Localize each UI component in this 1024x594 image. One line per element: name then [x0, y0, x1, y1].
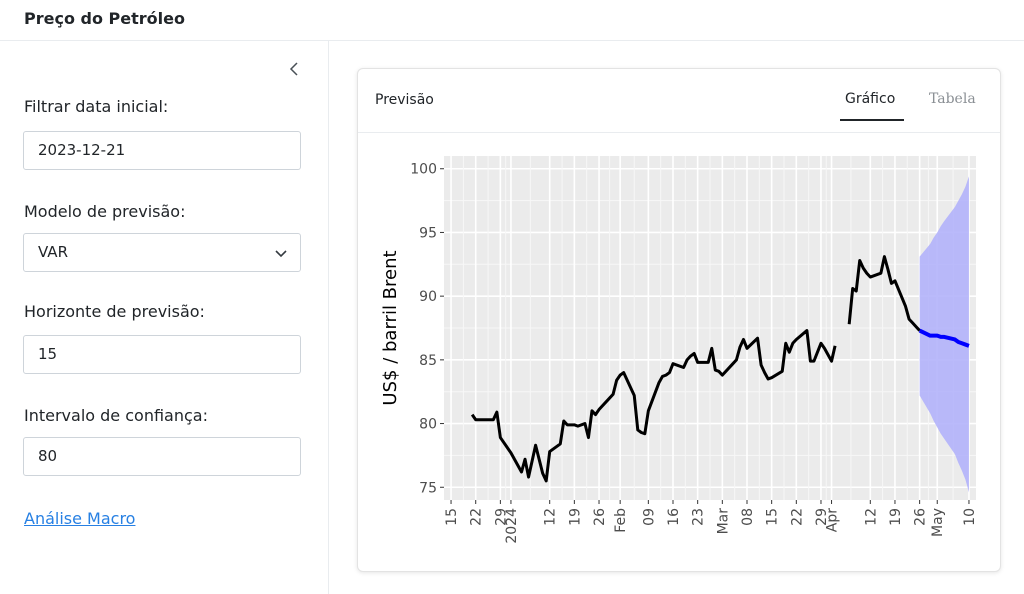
sidebar-collapse-button[interactable] — [284, 59, 304, 79]
y-tick-label: 100 — [410, 162, 437, 178]
history-line — [847, 255, 921, 332]
x-tick-label: 09 — [641, 508, 657, 526]
x-tick-label: 22 — [789, 508, 805, 526]
horizon-label: Horizonte de previsão: — [24, 302, 205, 321]
x-tick-label: 2024 — [504, 508, 520, 544]
x-tick-label: 12 — [543, 508, 559, 526]
x-tick-label: 26 — [913, 508, 929, 526]
y-axis-title: US$ / barril Brent — [380, 250, 401, 405]
x-tick-label: 26 — [592, 508, 608, 526]
app-header: Preço do Petróleo — [0, 0, 1024, 41]
model-select-value: VAR — [38, 243, 68, 261]
x-tick-label: 10 — [962, 508, 978, 526]
y-tick-label: 75 — [419, 480, 437, 496]
x-tick-label: 15 — [765, 508, 781, 526]
active-tab-indicator — [840, 119, 904, 121]
confidence-label: Intervalo de confiança: — [24, 406, 208, 425]
y-tick-label: 95 — [419, 225, 437, 241]
x-tick-label: 29 — [814, 508, 830, 526]
y-tick-label: 80 — [419, 417, 437, 433]
horizon-input[interactable]: 15 — [23, 335, 301, 374]
y-tick-label: 85 — [419, 353, 437, 369]
app-title: Preço do Petróleo — [24, 9, 185, 28]
model-select[interactable]: VAR — [23, 233, 301, 272]
model-label: Modelo de previsão: — [24, 202, 186, 221]
x-tick-label: 19 — [567, 508, 583, 526]
card-header: Previsão Gráfico Tabela — [358, 69, 1000, 133]
history-line — [470, 329, 837, 483]
x-tick-label: 19 — [888, 508, 904, 526]
chevron-down-icon — [275, 250, 287, 258]
chevron-left-icon — [289, 62, 298, 76]
confidence-input[interactable]: 80 — [23, 437, 301, 476]
x-tick-label: 15 — [444, 508, 460, 526]
start-date-input[interactable]: 2023-12-21 — [23, 131, 301, 170]
x-tick-label: 16 — [666, 508, 682, 526]
x-tick-label: 22 — [469, 508, 485, 526]
confidence-band — [919, 176, 969, 493]
x-tick-label: Apr — [825, 508, 841, 532]
sidebar: Filtrar data inicial: 2023-12-21 Modelo … — [0, 41, 329, 594]
x-tick-label: 29 — [493, 508, 509, 526]
x-tick-label: 23 — [691, 508, 707, 526]
x-tick-label: Mar — [715, 508, 731, 535]
y-tick-label: 90 — [419, 289, 437, 305]
x-tick-label: May — [930, 508, 946, 537]
x-tick-label: Feb — [613, 508, 629, 533]
tab-table[interactable]: Tabela — [929, 91, 976, 107]
macro-analysis-link[interactable]: Análise Macro — [24, 509, 136, 528]
tab-chart[interactable]: Gráfico — [845, 91, 896, 107]
forecast-line — [918, 328, 970, 348]
x-tick-label: 12 — [863, 508, 879, 526]
card-title: Previsão — [375, 92, 434, 108]
start-date-label: Filtrar data inicial: — [24, 97, 169, 116]
x-tick-label: 08 — [740, 508, 756, 526]
